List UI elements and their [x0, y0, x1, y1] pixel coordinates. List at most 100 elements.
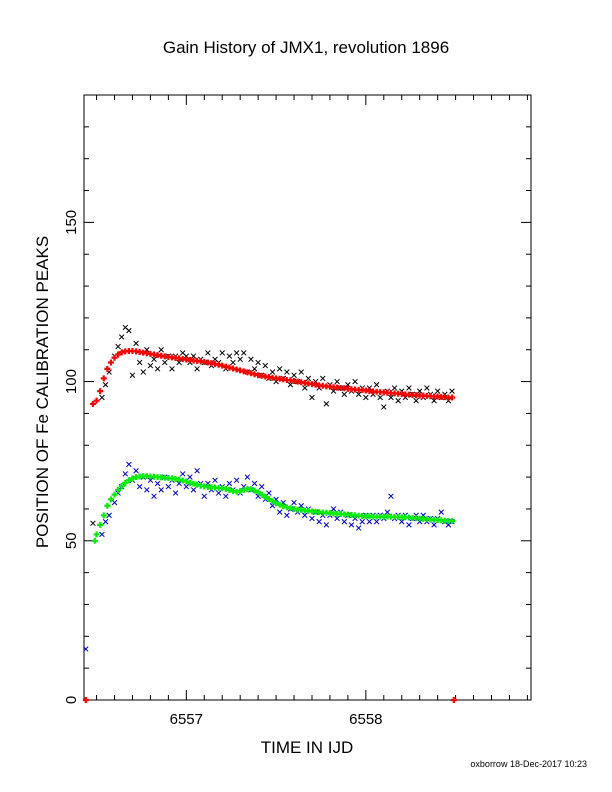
data-point — [258, 483, 265, 490]
data-point — [107, 496, 114, 503]
data-point — [212, 477, 218, 484]
data-point — [416, 388, 423, 394]
data-point — [89, 400, 96, 407]
data-point — [352, 378, 358, 385]
x-tick-label: 6558 — [349, 711, 382, 728]
data-point — [420, 512, 427, 519]
data-point — [136, 483, 143, 490]
data-point — [269, 498, 276, 505]
data-point — [449, 394, 456, 401]
data-point — [205, 480, 211, 487]
data-point — [158, 487, 164, 493]
data-point — [402, 394, 409, 401]
data-point — [345, 382, 351, 388]
data-point — [107, 359, 114, 366]
data-point — [126, 327, 132, 334]
data-point — [187, 474, 193, 480]
data-point — [97, 521, 104, 528]
data-point — [355, 391, 362, 398]
data-point — [162, 359, 168, 366]
series-1 — [90, 324, 455, 527]
x-tick-label: 6557 — [170, 711, 203, 728]
data-point — [104, 365, 111, 372]
data-point — [183, 353, 190, 359]
data-point — [381, 404, 387, 410]
data-point — [97, 388, 104, 395]
data-point — [416, 518, 423, 525]
data-point — [104, 502, 111, 509]
data-point — [205, 350, 211, 356]
data-point — [266, 490, 272, 496]
data-point — [201, 493, 208, 499]
data-point — [247, 486, 254, 493]
data-point — [111, 491, 118, 498]
data-point — [233, 477, 240, 484]
data-point — [352, 515, 358, 522]
data-point — [190, 487, 197, 493]
series-2 — [82, 348, 457, 703]
data-point — [251, 366, 258, 372]
y-tick-label: 100 — [63, 369, 80, 394]
data-point — [305, 375, 312, 382]
data-point — [323, 522, 330, 528]
data-point — [144, 346, 150, 353]
data-point — [431, 397, 437, 404]
data-point — [82, 697, 89, 703]
data-point — [449, 518, 456, 525]
data-point — [118, 483, 125, 490]
series-3 — [83, 461, 455, 652]
data-point — [284, 512, 290, 519]
data-point — [438, 509, 444, 515]
data-point — [115, 486, 122, 493]
data-point — [126, 461, 132, 468]
data-point — [99, 394, 105, 401]
data-point — [291, 499, 297, 506]
data-point — [363, 394, 369, 401]
data-point — [244, 474, 251, 480]
data-point — [320, 375, 326, 382]
data-point — [276, 366, 283, 372]
data-point — [406, 522, 412, 528]
data-point — [226, 480, 233, 487]
plot-frame — [83, 94, 532, 701]
data-point — [330, 506, 337, 512]
data-point — [151, 356, 157, 363]
data-point — [287, 382, 294, 388]
data-point — [93, 531, 100, 538]
data-point — [348, 522, 355, 528]
data-point — [133, 340, 139, 347]
data-point — [273, 378, 279, 385]
data-point — [237, 356, 243, 363]
data-point — [373, 518, 380, 525]
data-point — [309, 515, 315, 522]
data-point — [431, 522, 437, 528]
data-point — [122, 471, 129, 477]
data-point — [265, 496, 272, 503]
data-point — [449, 388, 455, 394]
data-point — [100, 512, 107, 519]
data-point — [93, 397, 100, 404]
data-point — [140, 369, 146, 375]
data-point — [395, 397, 401, 404]
data-point — [258, 491, 265, 498]
data-point — [83, 646, 89, 652]
data-point — [154, 480, 161, 487]
tick-labels: 0 50 100 150 6557 6558 — [63, 210, 383, 728]
data-point — [106, 512, 112, 519]
y-tick-label: 0 — [63, 696, 80, 704]
data-point — [273, 500, 280, 507]
data-point — [241, 350, 247, 356]
data-point — [251, 487, 258, 494]
data-point — [194, 467, 200, 474]
data-point — [183, 483, 190, 490]
data-point — [302, 512, 308, 519]
data-point — [172, 490, 179, 496]
data-point — [388, 493, 394, 499]
y-tick-label: 50 — [63, 532, 80, 549]
data-point — [434, 388, 441, 394]
data-point — [330, 388, 337, 394]
data-point — [388, 394, 394, 401]
data-point — [102, 382, 109, 388]
data-point — [165, 483, 172, 490]
data-point — [176, 359, 182, 366]
